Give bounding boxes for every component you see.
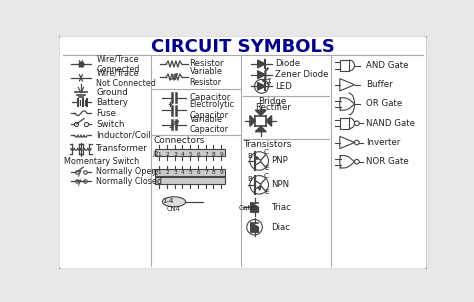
Text: Variable
Resistor: Variable Resistor bbox=[190, 67, 222, 87]
Bar bbox=[155, 169, 225, 176]
Text: Switch: Switch bbox=[96, 120, 125, 129]
Text: 5: 5 bbox=[189, 152, 192, 156]
Text: Wire/Trace
Not Connected: Wire/Trace Not Connected bbox=[96, 68, 156, 88]
Text: Momentary Switch: Momentary Switch bbox=[64, 157, 139, 166]
Text: 9: 9 bbox=[219, 170, 223, 175]
Text: Electrolytic
Capacitor: Electrolytic Capacitor bbox=[190, 101, 235, 120]
Text: 4: 4 bbox=[181, 170, 185, 175]
Text: CN4: CN4 bbox=[167, 206, 181, 212]
Polygon shape bbox=[251, 227, 258, 232]
Polygon shape bbox=[255, 156, 258, 159]
Text: NAND Gate: NAND Gate bbox=[366, 119, 415, 128]
Text: 2: 2 bbox=[165, 152, 169, 156]
Text: E: E bbox=[264, 165, 268, 171]
Ellipse shape bbox=[162, 197, 186, 207]
Polygon shape bbox=[251, 223, 258, 232]
Text: Fuse: Fuse bbox=[96, 109, 116, 118]
Text: Diode: Diode bbox=[275, 59, 300, 69]
Text: Transformer: Transformer bbox=[96, 144, 148, 153]
Text: 7: 7 bbox=[204, 152, 208, 156]
Text: Zener Diode: Zener Diode bbox=[275, 70, 328, 79]
Text: Normally Open: Normally Open bbox=[96, 167, 157, 176]
Text: 9: 9 bbox=[219, 152, 223, 156]
Text: 1-4: 1-4 bbox=[162, 198, 173, 204]
Text: LED: LED bbox=[275, 82, 292, 91]
Polygon shape bbox=[258, 82, 265, 90]
Text: J2: J2 bbox=[152, 169, 159, 175]
Polygon shape bbox=[266, 116, 272, 126]
Circle shape bbox=[355, 121, 359, 126]
Bar bbox=[155, 149, 225, 156]
Text: B: B bbox=[247, 176, 252, 182]
Polygon shape bbox=[251, 207, 258, 212]
Text: 3: 3 bbox=[173, 170, 177, 175]
Text: Connectors: Connectors bbox=[153, 136, 204, 145]
Text: CIRCUIT SYMBOLS: CIRCUIT SYMBOLS bbox=[151, 38, 335, 56]
Polygon shape bbox=[258, 60, 265, 68]
Text: 5: 5 bbox=[189, 170, 192, 175]
Text: Buffer: Buffer bbox=[366, 80, 393, 89]
Text: 3: 3 bbox=[173, 152, 177, 156]
Text: 4: 4 bbox=[181, 152, 185, 156]
Text: 6: 6 bbox=[196, 152, 200, 156]
Text: Resistor: Resistor bbox=[190, 59, 224, 69]
Text: NOR Gate: NOR Gate bbox=[366, 157, 409, 166]
Circle shape bbox=[355, 140, 359, 145]
Bar bbox=[155, 177, 225, 184]
Text: Wire/Trace
Connected: Wire/Trace Connected bbox=[96, 54, 140, 74]
Text: Variable
Capacitor: Variable Capacitor bbox=[190, 115, 228, 134]
Text: 8: 8 bbox=[212, 170, 216, 175]
Text: 1: 1 bbox=[158, 152, 161, 156]
Text: E: E bbox=[264, 189, 268, 195]
Text: Gate: Gate bbox=[239, 205, 255, 211]
Polygon shape bbox=[258, 71, 265, 79]
Text: OR Gate: OR Gate bbox=[366, 99, 402, 108]
Text: J2: J2 bbox=[152, 151, 159, 157]
Text: Ground: Ground bbox=[96, 88, 128, 97]
Text: Triac: Triac bbox=[272, 203, 292, 212]
Text: Inductor/Coil: Inductor/Coil bbox=[96, 130, 151, 139]
Text: 1: 1 bbox=[158, 170, 161, 175]
Circle shape bbox=[355, 159, 359, 164]
Text: 2: 2 bbox=[165, 170, 169, 175]
Text: C: C bbox=[264, 149, 269, 155]
Text: Normally Closed: Normally Closed bbox=[96, 176, 163, 185]
Text: NPN: NPN bbox=[272, 180, 290, 189]
Text: 6: 6 bbox=[196, 170, 200, 175]
FancyBboxPatch shape bbox=[58, 35, 428, 270]
Text: 7: 7 bbox=[204, 170, 208, 175]
Polygon shape bbox=[255, 110, 266, 116]
Text: Diac: Diac bbox=[272, 223, 291, 232]
Polygon shape bbox=[250, 116, 255, 126]
Text: PNP: PNP bbox=[272, 156, 288, 165]
Text: Inverter: Inverter bbox=[366, 138, 401, 147]
Text: C: C bbox=[264, 173, 269, 178]
Text: 8: 8 bbox=[212, 152, 216, 156]
Polygon shape bbox=[258, 186, 261, 190]
Text: Battery: Battery bbox=[96, 98, 128, 107]
Text: Bridge: Bridge bbox=[258, 97, 286, 106]
Text: Rectifier: Rectifier bbox=[255, 103, 291, 112]
Polygon shape bbox=[251, 203, 258, 212]
Text: AND Gate: AND Gate bbox=[366, 61, 409, 70]
Polygon shape bbox=[255, 126, 266, 132]
Text: Capacitor: Capacitor bbox=[190, 93, 231, 102]
Text: B: B bbox=[247, 153, 252, 159]
Text: Transistors: Transistors bbox=[243, 140, 292, 149]
